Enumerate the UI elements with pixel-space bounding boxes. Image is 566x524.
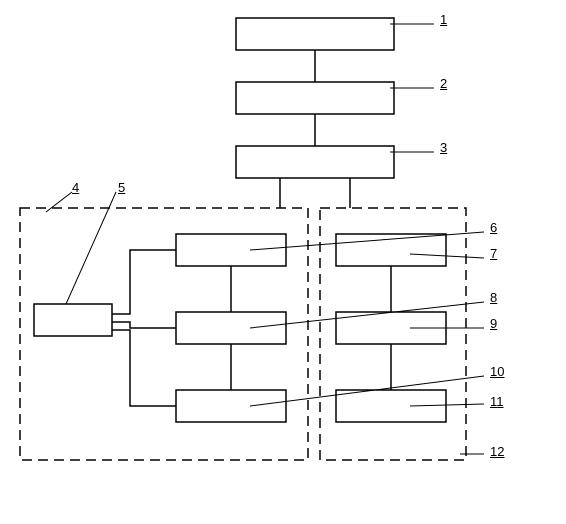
box-b3 [236, 146, 394, 178]
label-l1: 1 [440, 12, 447, 27]
label-l5: 5 [118, 180, 125, 195]
label-l12: 12 [490, 444, 504, 459]
block-diagram [0, 0, 566, 524]
label-l4: 4 [72, 180, 79, 195]
label-l2: 2 [440, 76, 447, 91]
label-l11: 11 [490, 394, 504, 409]
leader-l4 [46, 192, 72, 212]
label-l7: 7 [490, 246, 497, 261]
box-b1 [236, 18, 394, 50]
box-b2 [236, 82, 394, 114]
box-b11 [336, 390, 446, 422]
box-b5 [34, 304, 112, 336]
box-b10 [176, 390, 286, 422]
leader-l5 [66, 192, 116, 304]
connector-b5-b6 [112, 250, 176, 314]
label-l9: 9 [490, 316, 497, 331]
connector-b5-b8 [112, 322, 176, 328]
label-l10: 10 [490, 364, 504, 379]
label-l3: 3 [440, 140, 447, 155]
connector-b5-b10 [112, 330, 176, 406]
label-l6: 6 [490, 220, 497, 235]
box-b6 [176, 234, 286, 266]
box-b8 [176, 312, 286, 344]
label-l8: 8 [490, 290, 497, 305]
